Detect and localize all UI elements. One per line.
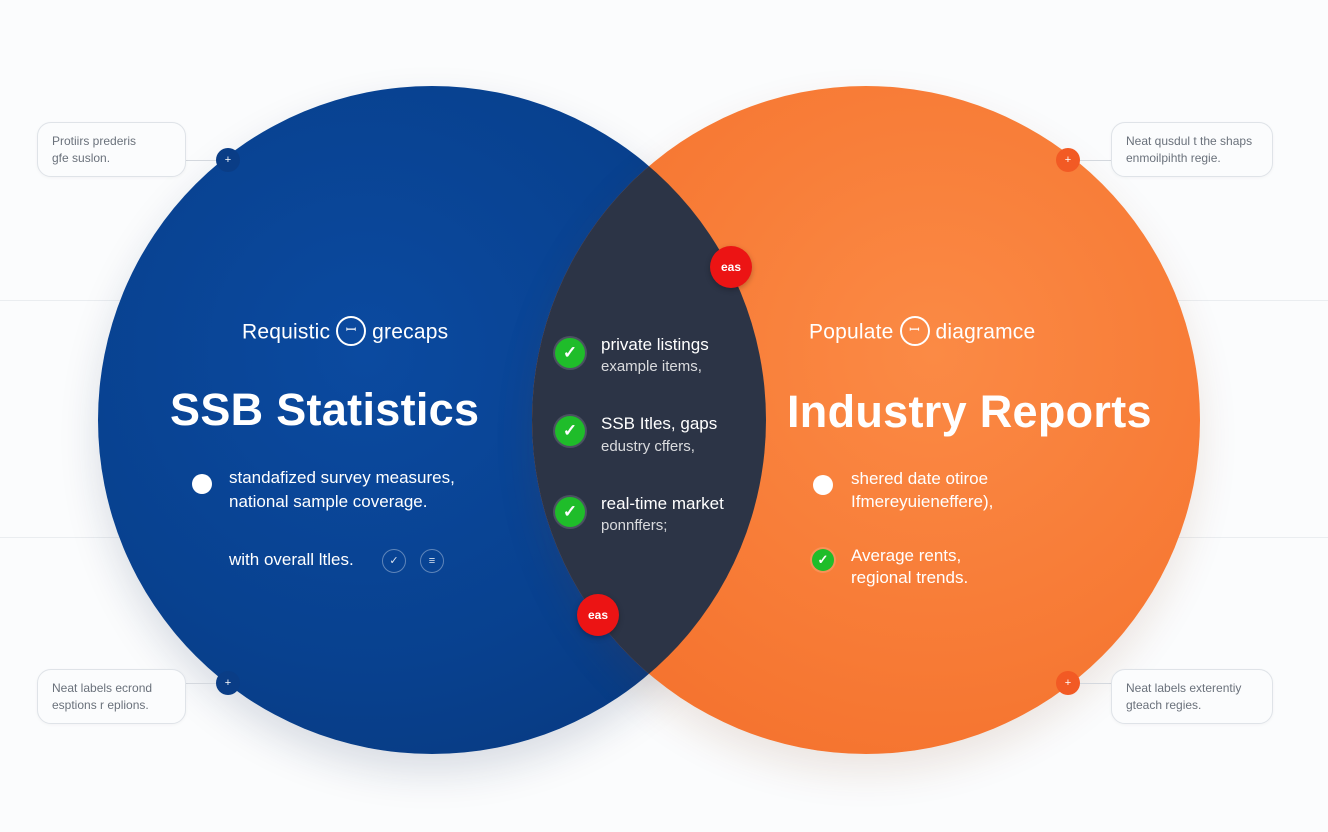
overlap-badge-bottom[interactable]: eas (577, 594, 619, 636)
bullet-dot-icon (192, 474, 212, 494)
right-title: Industry Reports (787, 386, 1152, 437)
bracket-icon: ꟷ (899, 316, 930, 346)
left-footer-text: with overall ltles. (229, 550, 354, 569)
check-icon: ✓ (555, 338, 585, 368)
note-line: Neat labels exterentiy (1126, 680, 1242, 695)
left-subtitle: Requistic ꟷ grecaps (242, 316, 449, 348)
edit-icon[interactable]: ✓ (382, 549, 406, 573)
node-marker-icon: + (1056, 671, 1080, 695)
bullet-dot-icon (813, 475, 833, 495)
right-subtitle-post: diagramce (935, 320, 1036, 344)
check-icon: ✓ (555, 416, 585, 446)
note-connector (1080, 683, 1112, 684)
note-line: Neat labels ecrond (52, 680, 153, 695)
note-connector (1080, 160, 1112, 161)
note-connector (186, 160, 218, 161)
check-icon: ✓ (555, 497, 585, 527)
note-line: Protiirs prederis (52, 133, 137, 148)
node-marker-icon: + (1056, 148, 1080, 172)
left-subtitle-pre: Requistic (242, 320, 331, 344)
left-bullet-line1: standafized survey measures, (229, 468, 455, 487)
check-icon: ✓ (812, 549, 834, 571)
note-line: gteach regies. (1126, 697, 1202, 712)
bracket-icon: ꟷ (336, 316, 367, 346)
overlap-item-sub: ponnffers; (601, 517, 668, 534)
note-connector (186, 683, 218, 684)
left-bullet-line2: national sample coverage. (229, 492, 428, 511)
overlap-item-main: real-time market (601, 494, 724, 513)
node-marker-icon: + (216, 671, 240, 695)
right-subtitle-pre: Populate (809, 320, 894, 344)
note-line: Neat qusdul t the shaps (1126, 133, 1253, 148)
note-line: esptions r eplions. (52, 697, 149, 712)
right-check-line1: Average rents, (851, 546, 962, 565)
node-marker-icon: + (216, 148, 240, 172)
note-line: enmoilpihth regie. (1126, 150, 1221, 165)
right-subtitle: Populate ꟷ diagramce (809, 316, 1036, 348)
note-bottom-left: Neat labels ecrond esptions r eplions. (37, 669, 186, 724)
overlap-item-sub: example items, (601, 358, 702, 375)
left-subtitle-post: grecaps (372, 320, 449, 344)
note-top-right: Neat qusdul t the shaps enmoilpihth regi… (1111, 122, 1273, 177)
overlap-item-sub: edustry cffers, (601, 438, 695, 455)
left-title: SSB Statistics (170, 384, 480, 435)
overlap-badge-top[interactable]: eas (710, 246, 752, 288)
overlap-item-main: private listings (601, 335, 709, 354)
right-bullet-line2: Ifmereyuieneffere), (851, 492, 994, 511)
right-check-line2: regional trends. (851, 568, 969, 587)
note-bottom-right: Neat labels exterentiy gteach regies. (1111, 669, 1273, 724)
list-icon[interactable]: ≡ (420, 549, 444, 573)
overlap-item-main: SSB Itles, gaps (601, 414, 718, 433)
right-bullet-line1: shered date otiroe (851, 469, 989, 488)
note-line: gfe suslon. (52, 150, 111, 165)
note-top-left: Protiirs prederis gfe suslon. (37, 122, 186, 177)
